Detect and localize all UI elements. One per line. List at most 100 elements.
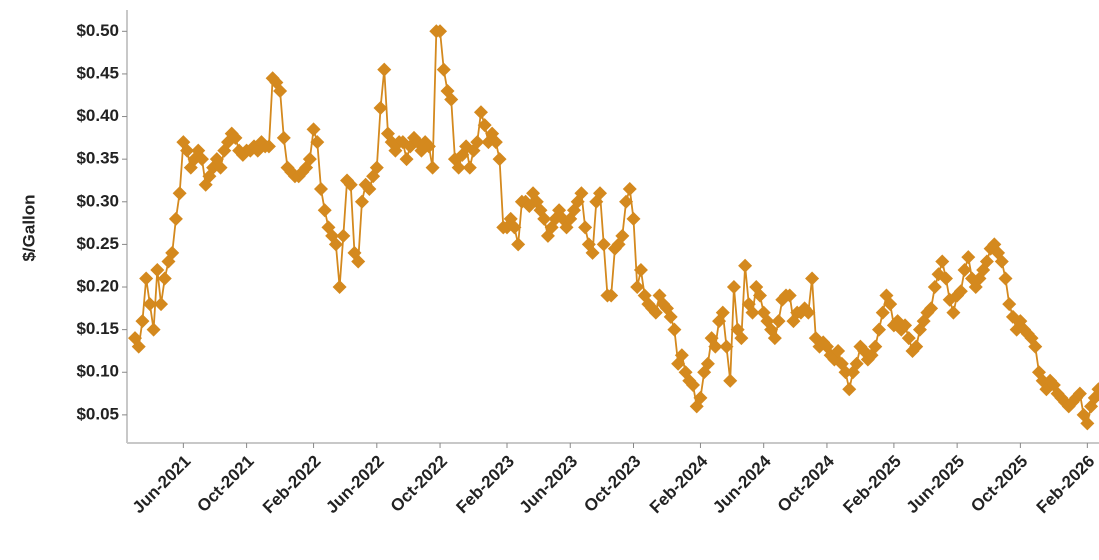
marker xyxy=(935,254,950,269)
marker xyxy=(139,271,154,286)
marker xyxy=(180,143,195,158)
marker xyxy=(470,135,485,150)
marker xyxy=(317,203,332,218)
marker xyxy=(477,118,492,133)
x-tick-label: Jun-2021 xyxy=(129,452,195,518)
marker xyxy=(801,305,816,320)
marker xyxy=(154,297,169,312)
marker xyxy=(957,262,972,277)
y-tick-label: $0.50 xyxy=(76,21,119,40)
marker xyxy=(511,237,526,252)
marker xyxy=(165,245,180,260)
marker xyxy=(328,237,343,252)
x-tick-label: Feb-2023 xyxy=(452,452,518,518)
marker xyxy=(604,288,619,303)
marker xyxy=(626,211,641,226)
marker xyxy=(585,245,600,260)
marker xyxy=(868,339,883,354)
marker xyxy=(537,211,552,226)
y-tick-label: $0.30 xyxy=(76,191,119,210)
marker xyxy=(1087,390,1099,405)
marker xyxy=(596,237,611,252)
marker xyxy=(1072,386,1087,401)
marker xyxy=(752,288,767,303)
marker xyxy=(998,271,1013,286)
marker xyxy=(842,382,857,397)
marker xyxy=(979,254,994,269)
marker xyxy=(451,160,466,175)
marker xyxy=(593,186,608,201)
marker xyxy=(723,373,738,388)
marker xyxy=(667,322,682,337)
marker xyxy=(648,305,663,320)
marker xyxy=(1013,314,1028,329)
x-tick-label: Feb-2025 xyxy=(839,452,905,518)
marker xyxy=(354,194,369,209)
marker xyxy=(700,356,715,371)
marker xyxy=(462,160,477,175)
marker xyxy=(362,181,377,196)
marker xyxy=(901,331,916,346)
x-tick-label: Feb-2024 xyxy=(646,451,712,517)
marker xyxy=(399,152,414,167)
x-tick-label: Oct-2025 xyxy=(967,452,1031,516)
x-tick-label: Jun-2022 xyxy=(322,452,388,518)
marker xyxy=(633,262,648,277)
marker xyxy=(492,152,507,167)
marker xyxy=(838,365,853,380)
marker xyxy=(578,220,593,235)
marker xyxy=(938,271,953,286)
marker xyxy=(782,288,797,303)
y-tick-label: $0.25 xyxy=(76,234,119,253)
marker xyxy=(693,390,708,405)
marker xyxy=(444,92,459,107)
marker xyxy=(831,343,846,358)
marker xyxy=(953,284,968,299)
marker xyxy=(686,378,701,393)
marker xyxy=(715,305,730,320)
marker xyxy=(302,152,317,167)
marker xyxy=(1002,297,1017,312)
marker xyxy=(213,160,228,175)
marker xyxy=(150,262,165,277)
marker xyxy=(421,139,436,154)
marker xyxy=(161,254,176,269)
marker xyxy=(433,24,448,39)
y-axis-label: $/Gallon xyxy=(19,194,38,261)
y-tick-label: $0.05 xyxy=(76,404,119,423)
y-tick-label: $0.40 xyxy=(76,106,119,125)
marker xyxy=(745,305,760,320)
marker xyxy=(135,314,150,329)
x-tick-label: Oct-2023 xyxy=(580,452,644,516)
x-tick-label: Jun-2025 xyxy=(903,452,969,518)
marker xyxy=(306,122,321,137)
y-tick-label: $0.45 xyxy=(76,63,119,82)
marker xyxy=(630,280,645,295)
marker xyxy=(708,339,723,354)
marker xyxy=(872,322,887,337)
marker xyxy=(276,130,291,145)
marker xyxy=(425,160,440,175)
marker xyxy=(767,331,782,346)
marker xyxy=(488,135,503,150)
y-tick-label: $0.35 xyxy=(76,149,119,168)
marker xyxy=(883,297,898,312)
marker xyxy=(146,322,161,337)
marker xyxy=(247,139,262,154)
marker xyxy=(343,177,358,192)
marker xyxy=(228,130,243,145)
marker xyxy=(574,186,589,201)
marker xyxy=(994,254,1009,269)
x-tick-label: Oct-2022 xyxy=(387,452,451,516)
marker xyxy=(314,181,329,196)
marker xyxy=(1028,339,1043,354)
marker xyxy=(336,228,351,243)
x-tick-label: Feb-2022 xyxy=(259,452,325,518)
marker xyxy=(168,211,183,226)
marker xyxy=(351,254,366,269)
marker xyxy=(1091,382,1099,397)
marker xyxy=(909,339,924,354)
marker xyxy=(734,331,749,346)
marker xyxy=(142,297,157,312)
